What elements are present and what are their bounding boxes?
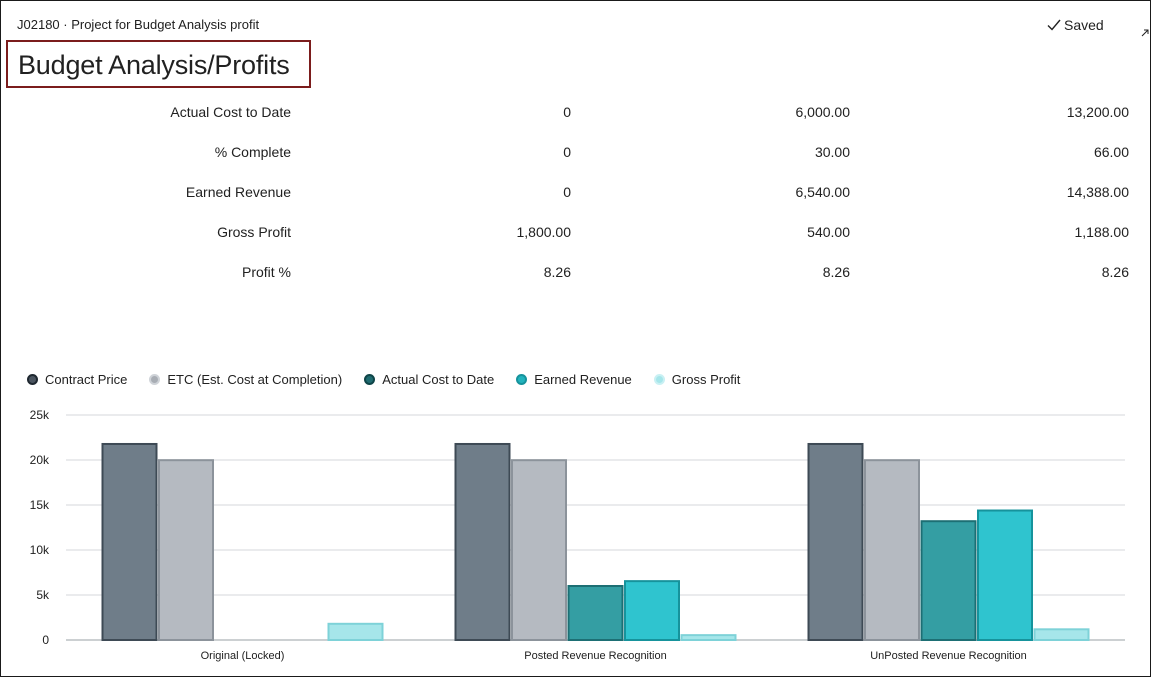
y-tick-label: 25k (30, 408, 50, 422)
stats-row: Gross Profit 1,800.00 540.00 1,188.00 (1, 224, 1151, 244)
bar (1033, 628, 1090, 641)
stats-row-label: Actual Cost to Date (170, 104, 291, 120)
saved-label: Saved (1064, 17, 1104, 33)
stats-row-label: Earned Revenue (185, 184, 291, 200)
stats-value: 8.26 (822, 264, 850, 280)
bar (101, 442, 158, 642)
legend-dot-icon (516, 374, 528, 385)
stats-value: 6,540.00 (795, 184, 851, 200)
legend-dot-icon (149, 374, 161, 385)
stats-value: 0 (563, 104, 571, 120)
bar (864, 459, 920, 642)
bar (158, 459, 214, 642)
stats-row: Profit % 8.26 8.26 8.26 (1, 264, 1151, 284)
legend-item[interactable]: Actual Cost to Date (364, 372, 494, 387)
stats-value: 0 (563, 144, 571, 160)
stats-value: 66.00 (1093, 144, 1129, 160)
chart-legend: Contract Price ETC (Est. Cost at Complet… (27, 372, 762, 387)
x-tick-label: Original (Locked) (201, 650, 285, 662)
expand-icon[interactable] (1140, 25, 1150, 37)
stats-value: 30.00 (814, 144, 850, 160)
stats-value: 1,800.00 (516, 224, 572, 240)
legend-dot-icon (27, 374, 38, 385)
bar (680, 634, 737, 641)
stats-value: 1,188.00 (1074, 224, 1130, 240)
x-tick-label: Posted Revenue Recognition (524, 650, 666, 662)
bar-chart: 0 5k 10k 15k 20k 25k Original (Locked) Posted R… (30, 408, 1125, 662)
y-tick-label: 5k (36, 588, 50, 602)
saved-status: Saved (1047, 17, 1104, 33)
stats-value: 6,000.00 (795, 104, 851, 120)
stats-value: 0 (563, 184, 571, 200)
bar (454, 442, 511, 642)
y-tick-label: 10k (30, 543, 50, 557)
legend-dot-icon (364, 374, 376, 385)
bar (327, 622, 384, 642)
stats-row: % Complete 0 30.00 66.00 (1, 144, 1151, 164)
legend-item[interactable]: Earned Revenue (516, 372, 632, 387)
stats-value: 540.00 (807, 224, 850, 240)
x-tick-label: UnPosted Revenue Recognition (870, 650, 1027, 662)
legend-label: Gross Profit (671, 372, 741, 387)
y-tick-label: 20k (30, 453, 50, 467)
bar (567, 585, 624, 641)
bar (977, 509, 1033, 642)
stats-row-label: Gross Profit (217, 224, 291, 240)
check-icon (1047, 19, 1061, 31)
stats-row: Actual Cost to Date 0 6,000.00 13,200.00 (1, 104, 1151, 124)
bar (807, 442, 864, 642)
page-title: Budget Analysis/Profits (18, 50, 290, 80)
bar (624, 580, 680, 641)
legend-item[interactable]: Gross Profit (653, 372, 741, 387)
y-tick-label: 15k (30, 498, 50, 512)
stats-value: 13,200.00 (1066, 104, 1129, 120)
breadcrumb: J02180 · Project for Budget Analysis pro… (17, 17, 260, 32)
stats-value: 8.26 (543, 264, 571, 280)
stats-value: 14,388.00 (1066, 184, 1129, 200)
legend-item[interactable]: Contract Price (27, 372, 127, 387)
stats-row-label: % Complete (214, 144, 291, 160)
y-tick-label: 0 (42, 633, 49, 647)
stats-row: Earned Revenue 0 6,540.00 14,388.00 (1, 184, 1151, 204)
legend-dot-icon (653, 374, 665, 385)
legend-label: ETC (Est. Cost at Completion) (167, 372, 343, 387)
legend-label: Contract Price (45, 372, 128, 387)
title-highlight (6, 40, 311, 88)
bar (511, 459, 567, 642)
legend-item[interactable]: ETC (Est. Cost at Completion) (149, 372, 342, 387)
legend-label: Earned Revenue (534, 372, 632, 387)
legend-label: Actual Cost to Date (382, 372, 495, 387)
stats-value: 8.26 (1101, 264, 1129, 280)
bar (920, 520, 977, 641)
stats-row-label: Profit % (241, 264, 291, 280)
